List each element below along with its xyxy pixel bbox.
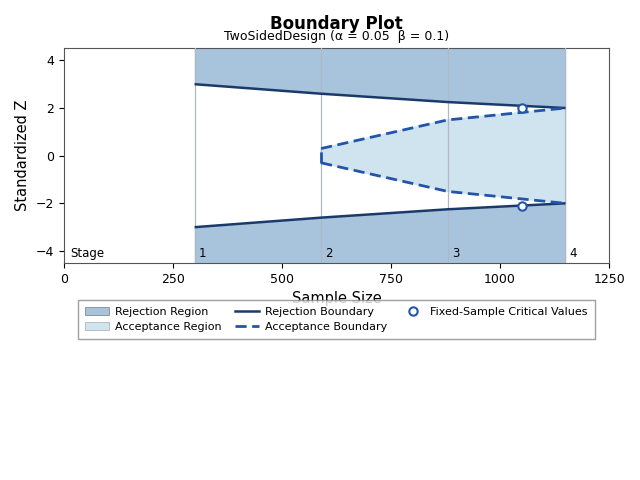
Text: TwoSidedDesign (α = 0.05  β = 0.1): TwoSidedDesign (α = 0.05 β = 0.1) (224, 30, 449, 43)
Text: 2: 2 (326, 247, 333, 260)
Text: Stage: Stage (70, 247, 104, 260)
Text: 4: 4 (570, 247, 577, 260)
Polygon shape (321, 108, 566, 204)
X-axis label: Sample Size: Sample Size (291, 291, 381, 306)
Title: Boundary Plot: Boundary Plot (270, 15, 403, 33)
Text: 3: 3 (452, 247, 460, 260)
Legend: Rejection Region, Acceptance Region, Rejection Boundary, Acceptance Boundary, Fi: Rejection Region, Acceptance Region, Rej… (78, 300, 595, 339)
Y-axis label: Standardized Z: Standardized Z (15, 100, 30, 211)
Text: 1: 1 (199, 247, 207, 260)
Polygon shape (195, 84, 566, 227)
